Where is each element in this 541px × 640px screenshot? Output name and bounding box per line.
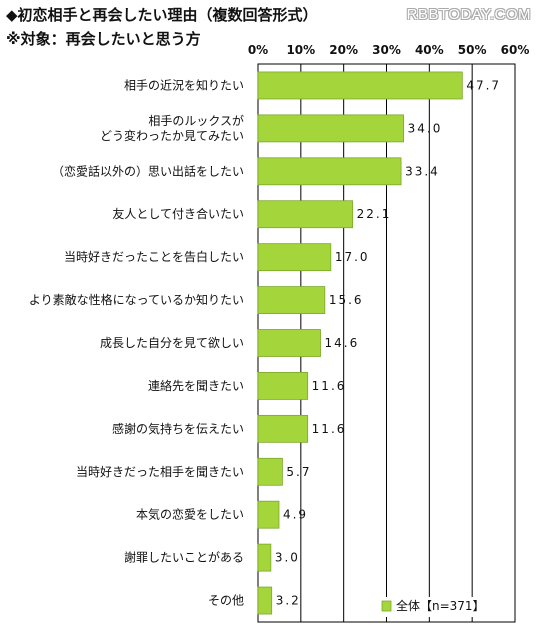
category-label: 本気の恋愛をしたい <box>136 507 244 522</box>
category-label: 当時好きだったことを告白したい <box>64 249 244 264</box>
category-label: どう変わったか見てみたい <box>100 128 244 143</box>
legend-box <box>378 597 506 617</box>
x-tick-label: 50% <box>458 43 487 57</box>
value-label: 33.4 <box>405 164 440 178</box>
value-label: 3.0 <box>275 551 300 565</box>
x-tick-label: 0% <box>248 43 268 57</box>
legend-label: 全体【n=371】 <box>396 598 485 613</box>
category-label: 感謝の気持ちを伝えたい <box>112 421 244 436</box>
value-label: 4.9 <box>283 508 308 522</box>
bar <box>257 243 332 272</box>
bar <box>257 71 463 100</box>
bar <box>257 157 402 186</box>
x-tick-label: 10% <box>286 43 315 57</box>
value-label: 34.0 <box>408 121 443 135</box>
category-label: 謝罪したいことがある <box>124 550 244 565</box>
bar <box>257 372 309 400</box>
x-tick-label: 40% <box>415 43 444 57</box>
bar <box>257 586 273 615</box>
bar <box>257 200 354 229</box>
value-label: 17.0 <box>335 250 370 264</box>
category-label: 相手のルックスが <box>148 113 244 128</box>
value-label: 15.6 <box>329 293 364 307</box>
value-label: 5.7 <box>286 465 311 479</box>
value-label: 3.2 <box>276 594 301 608</box>
value-label: 14.6 <box>325 336 360 350</box>
legend-swatch <box>381 600 392 612</box>
value-label: 22.1 <box>357 207 392 221</box>
bar <box>257 500 280 529</box>
x-tick-label: 20% <box>329 43 358 57</box>
category-label: その他 <box>208 594 244 608</box>
category-label: より素敵な性格になっているか知りたい <box>29 292 244 307</box>
category-label: （恋愛話以外の）思い出話をしたい <box>52 163 244 178</box>
bar <box>257 543 272 572</box>
value-label: 47.7 <box>466 78 501 92</box>
chart-subtitle: ※対象：再会したいと思う方 <box>6 30 201 48</box>
x-tick-label: 30% <box>372 43 401 57</box>
chart-title: ◆初恋相手と再会したい理由（複数回答形式） <box>6 6 318 24</box>
value-label: 11.6 <box>312 422 347 436</box>
bar <box>257 286 326 314</box>
category-label: 当時好きだった相手を聞きたい <box>76 465 244 479</box>
category-label: 相手の近況を知りたい <box>124 77 244 92</box>
site-watermark: RBBTODAY.COM <box>406 6 531 23</box>
x-tick-label: 60% <box>501 43 530 57</box>
value-label: 11.6 <box>312 379 347 393</box>
bar <box>257 114 405 143</box>
category-label: 成長した自分を見て欲しい <box>100 336 244 350</box>
category-label: 連絡先を聞きたい <box>148 378 244 393</box>
bar <box>257 414 309 443</box>
bar <box>257 329 321 357</box>
category-label: 友人として付き合いたい <box>112 206 244 221</box>
bar <box>257 457 283 486</box>
